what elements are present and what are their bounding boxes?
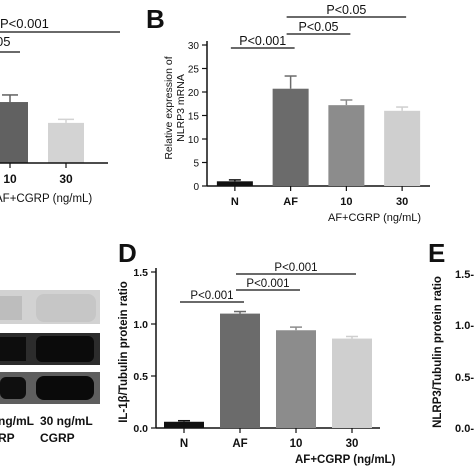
panel-b-group-label: AF+CGRP (ng/mL): [328, 212, 421, 224]
y-tick-label: 30: [188, 41, 200, 52]
panel-c-blot-band-1-lane-2: [36, 294, 96, 322]
panel-c-lane-label-2-line-1: 30 ng/mL: [40, 414, 93, 428]
panel-e-y-tick-label-1-0: 1.0-: [455, 320, 474, 332]
x-tick-label: 30: [396, 196, 408, 208]
significance-label: P<0.05: [299, 20, 339, 34]
x-tick-label: 10: [340, 196, 352, 208]
y-tick-label: 5: [193, 159, 199, 170]
panel-c-lane-label-1-line-2: RP: [0, 431, 15, 445]
bar-10: [276, 330, 316, 428]
bar-n: [164, 421, 204, 428]
y-tick-label: 25: [188, 65, 200, 76]
bar-af: [272, 88, 309, 186]
panel-c-blot-band-3-lane-2: [36, 376, 94, 400]
panel-a-bar-30: [48, 122, 84, 163]
panel-c-blot-band-3-lane-1: [0, 377, 26, 399]
panel-c-blot-band-1-lane-1: [0, 296, 22, 320]
panel-e-letter: E: [428, 238, 445, 268]
bar-30: [384, 110, 421, 186]
panel-a-group-label: AF+CGRP (ng/mL): [0, 193, 92, 205]
x-tick-label: AF: [283, 196, 298, 208]
panel-d: D IL-1β/Tubulin protein ratio 0.0 0.5 1.0 1…: [118, 238, 396, 466]
panel-e-y-tick-label-0-5: 0.5-: [455, 372, 474, 384]
panel-a-sig-label-1: P<0.001: [0, 16, 49, 31]
panel-e-y-axis-label: NLRP3/Tubulin protein ratio: [432, 276, 444, 428]
y-tick-label: 0.5: [133, 371, 148, 383]
panel-d-group-label: AF+CGRP (ng/mL): [295, 454, 396, 466]
panel-b-chart: 0 5 10 15 20 25 30 N AF 10 30 P<0.001 P<0.05 P<0.05: [188, 3, 430, 208]
panel-c-lane-label-1-line-1: ng/mL: [0, 414, 34, 428]
panel-a-tick-label-10: 10: [3, 172, 17, 186]
x-tick-label: N: [231, 196, 239, 208]
panel-c: ng/mL RP 30 ng/mL CGRP: [0, 290, 100, 445]
x-tick-label: 30: [346, 438, 359, 450]
y-tick-label: 1.5: [133, 267, 148, 279]
significance-label: P<0.05: [326, 3, 366, 17]
panel-c-blot-band-2-lane-2: [36, 336, 94, 362]
y-tick-label: 1.0: [133, 319, 148, 331]
bar-30: [332, 338, 372, 428]
y-tick-label: 0: [193, 182, 199, 193]
y-tick-label: 15: [188, 112, 200, 123]
bar-n: [216, 181, 253, 186]
x-tick-label: 10: [290, 438, 303, 450]
panel-e: E NLRP3/Tubulin protein ratio 1.5- 1.0- …: [428, 238, 474, 435]
significance-label: P<0.001: [246, 278, 289, 290]
panel-a-sig-label-2: 05: [0, 34, 10, 49]
panel-d-letter: D: [118, 238, 137, 268]
x-tick-label: AF: [232, 438, 247, 450]
significance-label: P<0.001: [190, 290, 233, 302]
y-tick-label: 20: [188, 88, 200, 99]
panel-b-y-axis-label-line-2: NLRP3 mRNA: [175, 74, 187, 142]
panel-b-letter: B: [146, 4, 165, 34]
panel-d-y-axis-label: IL-1β/Tubulin protein ratio: [118, 281, 130, 423]
panel-b-y-axis-label-line-1: Relative expression of: [163, 56, 175, 159]
panel-d-chart: 0.0 0.5 1.0 1.5 N AF 10 30 P<0.001 P<0.001 P<0.001: [133, 262, 380, 450]
panel-e-y-tick-label-1-5: 1.5-: [455, 269, 474, 281]
panel-c-lane-label-2-line-2: CGRP: [40, 431, 75, 445]
panel-a-tick-label-30: 30: [59, 172, 73, 186]
panel-a-bars: [0, 94, 84, 163]
significance-label: P<0.001: [239, 34, 286, 48]
bar-af: [220, 313, 260, 428]
panel-b: B Relative expression of NLRP3 mRNA 0 5 10…: [146, 3, 430, 224]
bar-10: [328, 105, 365, 186]
panel-c-blot-band-2-lane-1: [0, 337, 26, 361]
panel-a-bar-10: [0, 102, 28, 163]
panel-e-y-tick-label-0-0: 0.0-: [455, 423, 474, 435]
significance-label: P<0.001: [274, 262, 317, 274]
panel-a: P<0.001 05 10 30 AF+CGRP (ng/mL): [0, 16, 120, 205]
y-tick-label: 10: [188, 135, 200, 146]
x-tick-label: N: [180, 438, 188, 450]
y-tick-label: 0.0: [133, 423, 148, 435]
